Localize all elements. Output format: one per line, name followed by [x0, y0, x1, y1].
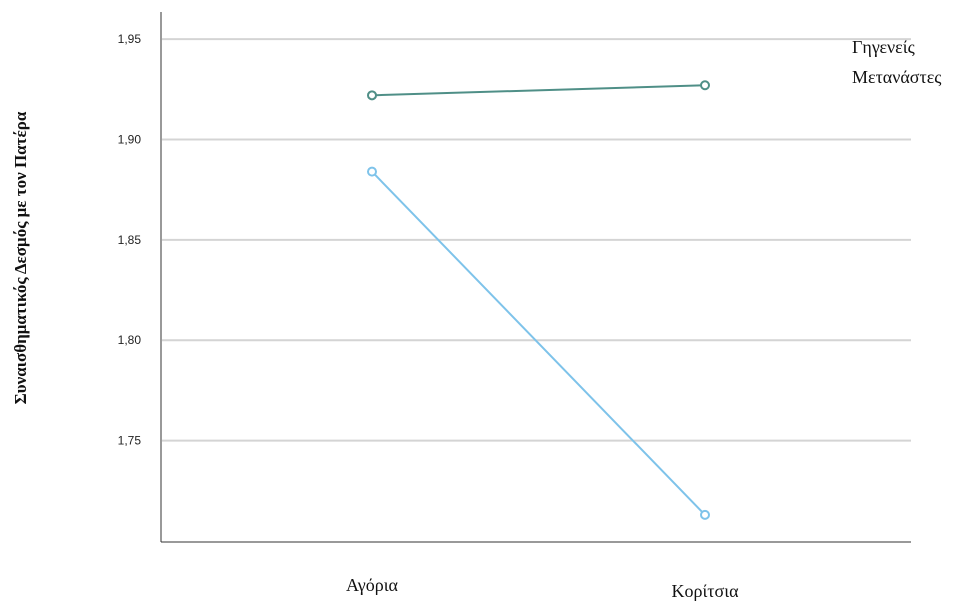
gridlines — [162, 38, 911, 442]
data-point — [700, 80, 710, 91]
y-tick-label: 1,80 — [118, 333, 142, 347]
y-tick-label: 1,85 — [118, 233, 142, 247]
legend: Γηγενείς Μετανάστες — [852, 37, 941, 87]
y-tick-label: 1,75 — [118, 434, 142, 448]
series — [367, 80, 710, 520]
data-point — [367, 90, 377, 101]
y-tick-label: 1,90 — [118, 132, 142, 146]
x-tick-label: Αγόρια — [346, 575, 399, 595]
axes — [160, 12, 911, 543]
data-point — [700, 509, 710, 520]
y-tick-labels: 1,95 1,90 1,85 1,80 1,75 — [118, 32, 142, 448]
y-tick-label: 1,95 — [118, 32, 142, 46]
series-line — [371, 84, 706, 97]
x-tick-labels: Αγόρια Κορίτσια — [346, 575, 739, 601]
data-point — [367, 166, 377, 177]
series-line — [371, 170, 706, 516]
legend-entry: Γηγενείς — [852, 37, 915, 57]
legend-entry: Μετανάστες — [852, 67, 941, 87]
y-axis-title: Συναισθηματικός Δεσμός με τον Πατέρα — [11, 111, 30, 404]
x-tick-label: Κορίτσια — [671, 581, 739, 601]
